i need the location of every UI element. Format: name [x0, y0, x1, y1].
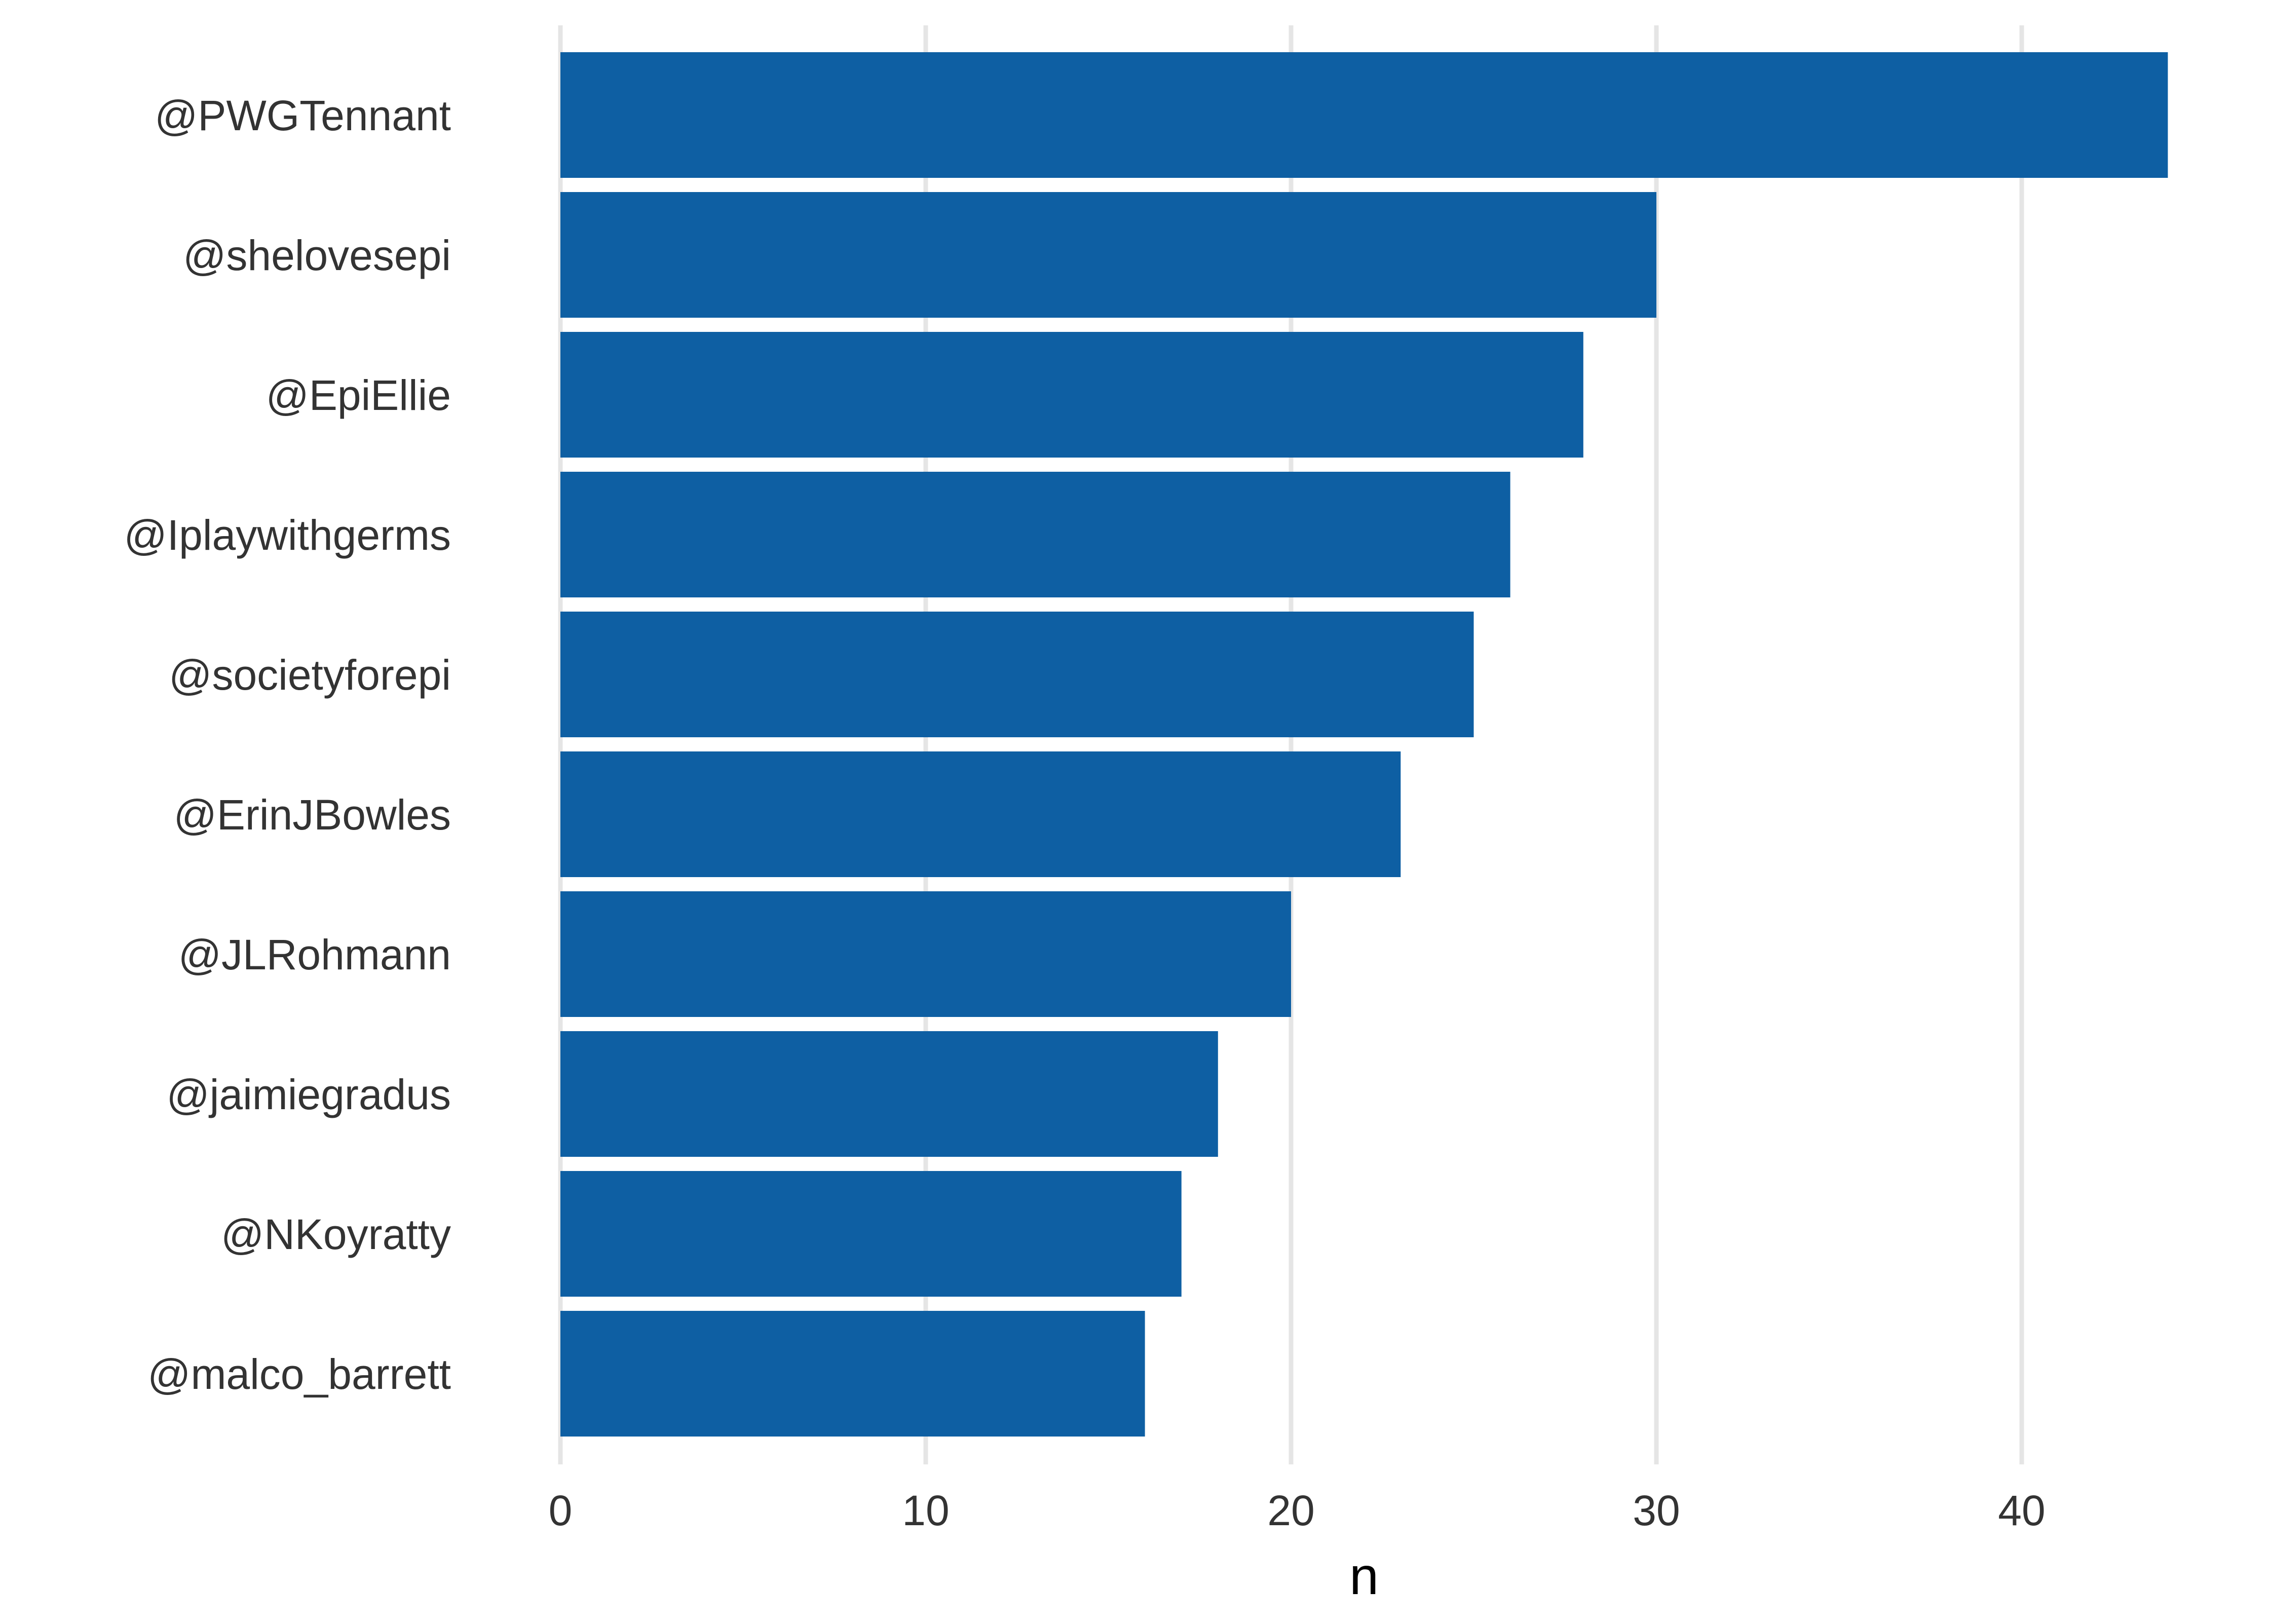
y-tick-label: @NKoyratty: [221, 1211, 451, 1258]
bar: [560, 612, 1474, 737]
bar: [560, 891, 1291, 1017]
bar: [560, 192, 1656, 318]
y-tick-label: @ErinJBowles: [174, 791, 451, 839]
x-axis-title: n: [1349, 1547, 1379, 1606]
x-tick-label: 20: [1267, 1487, 1314, 1534]
y-tick-labels: @PWGTennant @shelovesepi @EpiEllie @Iplaywi…: [124, 92, 451, 1398]
y-tick-label: @Iplaywithgerms: [124, 511, 451, 559]
bar: [560, 1171, 1182, 1297]
x-tick-label: 10: [902, 1487, 949, 1534]
y-tick-label: @EpiEllie: [266, 371, 451, 419]
bar: [560, 1311, 1145, 1437]
bar: [560, 1031, 1218, 1157]
y-tick-label: @JLRohmann: [178, 931, 451, 978]
bars: [560, 52, 2168, 1437]
y-tick-label: @jaimiegradus: [166, 1071, 451, 1118]
y-tick-label: @PWGTennant: [155, 92, 451, 139]
x-tick-label: 0: [549, 1487, 573, 1534]
x-tick-label: 40: [1998, 1487, 2045, 1534]
x-tick-labels: 0 10 20 30 40: [549, 1487, 2046, 1534]
bar: [560, 52, 2168, 178]
y-tick-label: @shelovesepi: [183, 232, 451, 279]
y-tick-label: @malco_barrett: [147, 1350, 451, 1398]
bar: [560, 751, 1401, 877]
y-tick-label: @societyforepi: [169, 651, 451, 699]
bar: [560, 472, 1510, 597]
bar: [560, 332, 1583, 458]
x-tick-label: 30: [1633, 1487, 1680, 1534]
